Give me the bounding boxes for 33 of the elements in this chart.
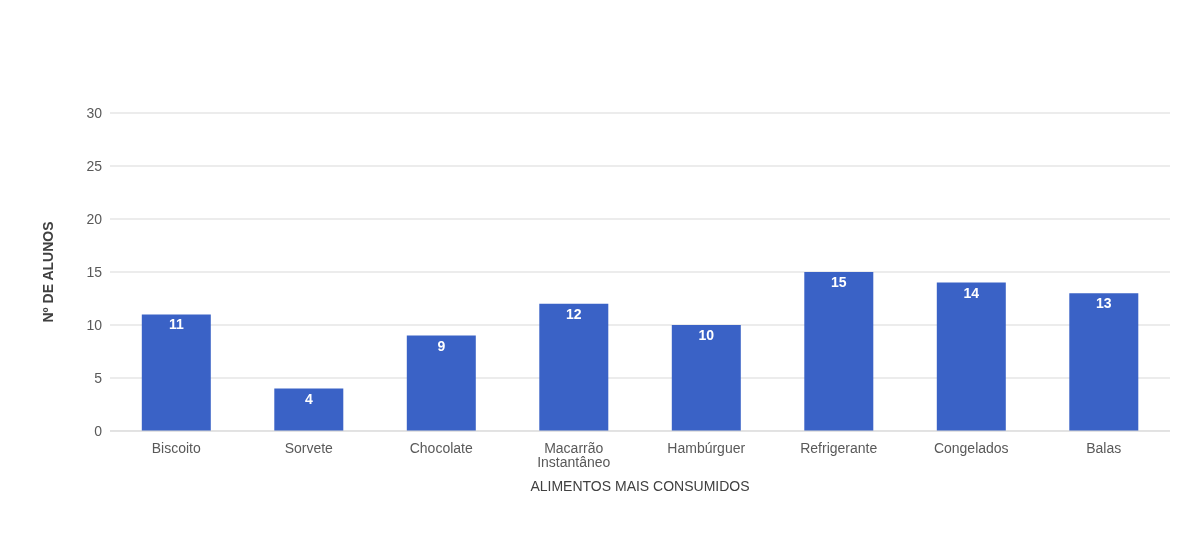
x-axis-title: ALIMENTOS MAIS CONSUMIDOS [530,477,750,494]
bar [671,325,741,431]
data-label: 15 [831,273,847,290]
x-tick-label: Balas [1086,439,1122,456]
data-label: 14 [963,284,980,301]
y-axis-title: Nº DE ALUNOS [39,221,56,323]
data-label: 4 [304,390,313,407]
x-tick-label: Refrigerante [800,439,878,456]
bar [539,303,609,431]
y-tick-label: 15 [86,263,103,280]
y-tick-label: 5 [94,369,103,386]
x-tick-label: Macarrão Instantâneo [537,439,611,470]
bar [936,282,1006,431]
y-tick-label: 10 [86,316,103,333]
y-tick-label: 0 [94,422,103,439]
y-tick-label: 25 [86,157,103,174]
bar [1069,293,1139,431]
x-tick-label: Chocolate [409,439,473,456]
bar [274,388,344,431]
x-tick-label: Hambúrguer [667,439,746,456]
y-tick-label: 30 [86,104,103,121]
x-tick-label: Sorvete [284,439,334,456]
data-label: 12 [566,305,582,322]
bar [406,335,476,431]
data-label: 10 [698,326,715,343]
data-label: 11 [168,316,184,333]
bar [141,314,211,431]
x-tick-label: Biscoito [151,439,201,456]
y-tick-label: 20 [86,210,103,227]
x-tick-label: Congelados [933,439,1009,456]
data-label: 13 [1096,295,1112,312]
data-label: 9 [437,337,446,354]
bar [804,272,874,431]
